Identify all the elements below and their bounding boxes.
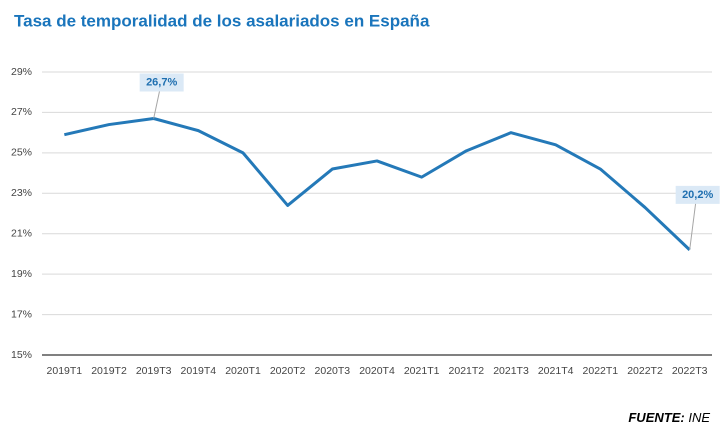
x-tick-label: 2019T4 <box>181 365 217 377</box>
label-box <box>675 185 720 204</box>
x-tick-label: 2019T2 <box>91 365 127 377</box>
x-tick-label: 2022T1 <box>583 365 619 377</box>
y-tick-label: 23% <box>11 187 32 199</box>
x-tick-label: 2020T4 <box>359 365 395 377</box>
x-tick-label: 2021T2 <box>449 365 485 377</box>
label-leader <box>153 90 161 119</box>
x-tick-label: 2021T1 <box>404 365 440 377</box>
label-box <box>139 73 184 92</box>
x-tick-label: 2019T1 <box>47 365 83 377</box>
x-tick-label: 2020T1 <box>225 365 261 377</box>
x-tick-label: 2022T2 <box>627 365 663 377</box>
x-tick-label: 2020T3 <box>315 365 351 377</box>
x-tick-label: 2022T3 <box>672 365 708 377</box>
data-label: 20,2% <box>682 189 713 201</box>
y-tick-label: 15% <box>11 349 32 361</box>
x-tick-label: 2020T2 <box>270 365 306 377</box>
source-text: INE <box>688 410 710 425</box>
data-label: 26,7% <box>146 76 177 88</box>
y-tick-label: 25% <box>11 147 32 159</box>
x-tick-label: 2019T3 <box>136 365 172 377</box>
y-tick-label: 21% <box>11 227 32 239</box>
y-tick-label: 19% <box>11 268 32 280</box>
y-tick-label: 17% <box>11 308 32 320</box>
x-tick-label: 2021T4 <box>538 365 574 377</box>
label-leader <box>689 202 697 250</box>
x-tick-label: 2021T3 <box>493 365 529 377</box>
y-tick-label: 29% <box>11 66 32 78</box>
source-label: FUENTE: <box>628 410 684 425</box>
y-tick-label: 27% <box>11 106 32 118</box>
chart-title: Tasa de temporalidad de los asalariados … <box>14 11 430 30</box>
source: FUENTE: INE <box>628 410 710 425</box>
line <box>64 116 691 251</box>
